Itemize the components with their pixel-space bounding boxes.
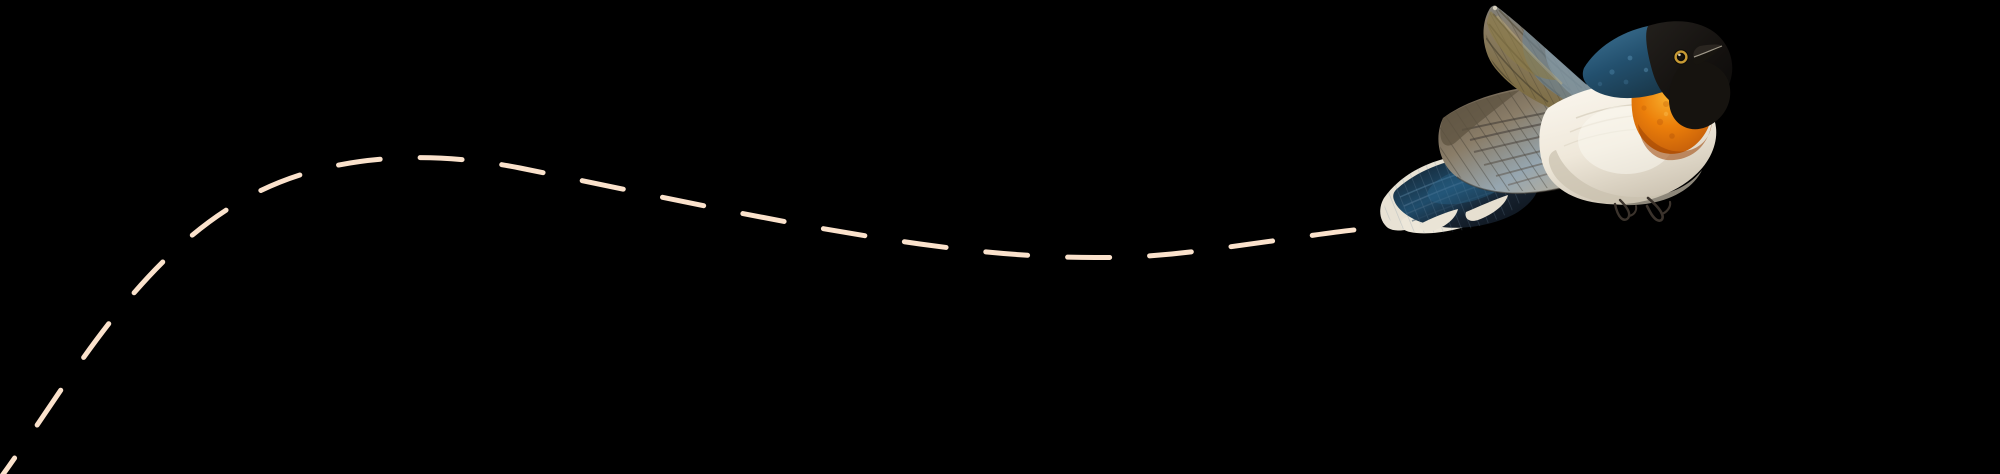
eye (1673, 49, 1689, 65)
foot-front (1645, 196, 1664, 222)
cheek-patch (1668, 59, 1731, 130)
foot-rear (1613, 198, 1631, 221)
feet (1613, 196, 1672, 222)
beak-gape-line (1693, 45, 1723, 58)
tail-notch-a (1419, 209, 1458, 232)
belly-shadow (1548, 150, 1702, 206)
head (1582, 21, 1733, 130)
dashed-flight-trail (0, 155, 1375, 474)
beak (1693, 44, 1723, 65)
beak-lower (1693, 46, 1722, 65)
tail-notch-b (1465, 195, 1508, 221)
foot-front-claw (1660, 200, 1672, 216)
upper-wing-tip-speck (1492, 5, 1498, 11)
foot-rear-claw (1628, 205, 1638, 217)
